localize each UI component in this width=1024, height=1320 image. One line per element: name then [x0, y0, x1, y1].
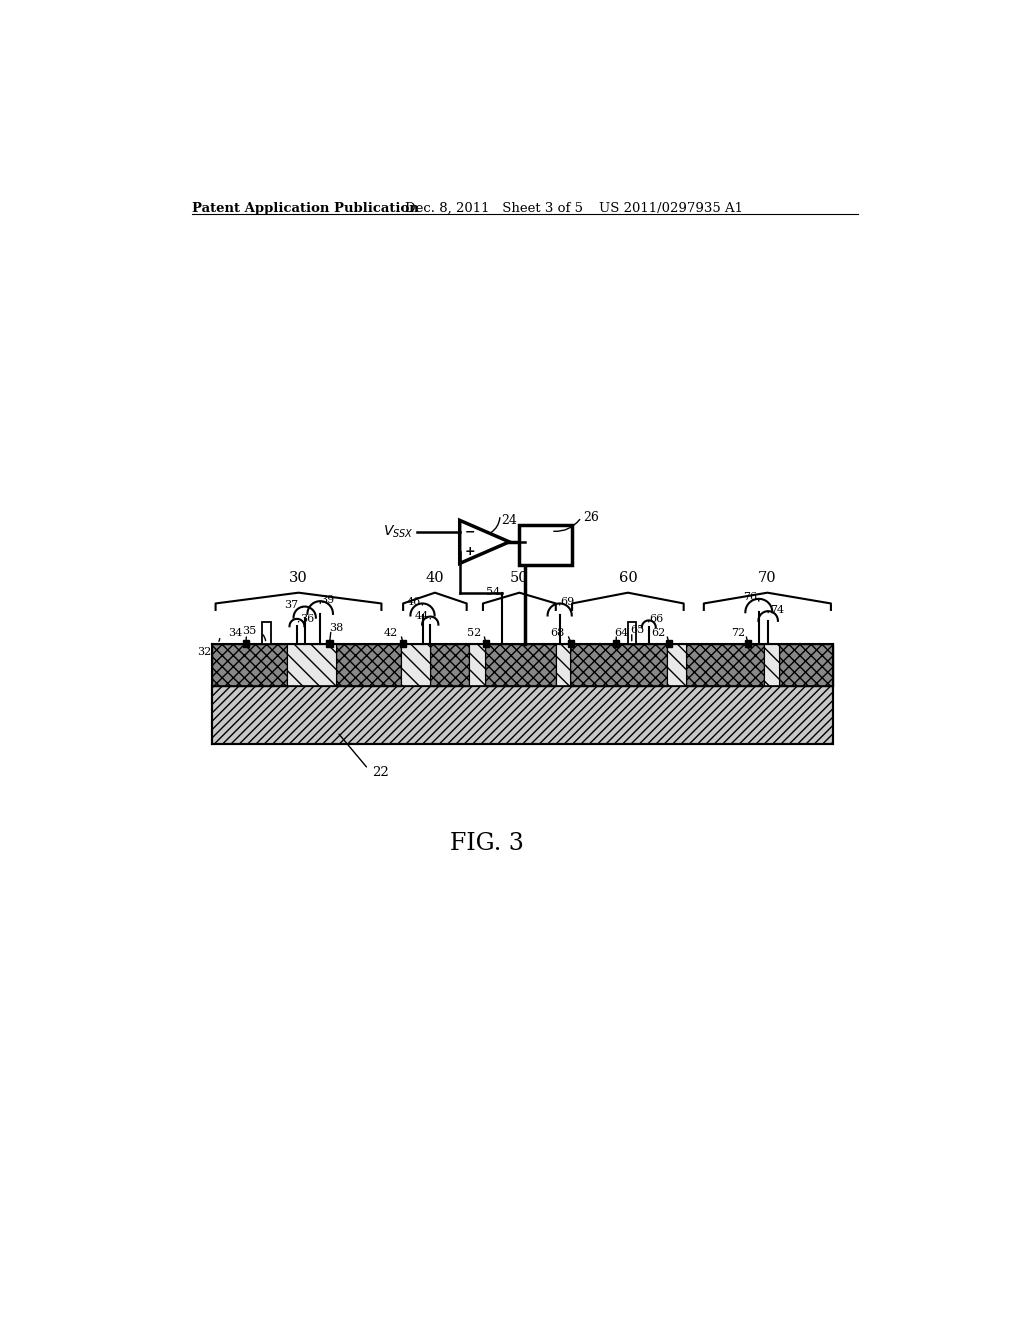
- Text: 32: 32: [198, 647, 212, 656]
- Bar: [519, 525, 572, 565]
- Text: 52: 52: [467, 628, 481, 638]
- Text: $V_{SSX}$: $V_{SSX}$: [383, 524, 414, 540]
- Text: 70: 70: [758, 572, 776, 585]
- Text: 62: 62: [651, 628, 665, 638]
- Polygon shape: [686, 644, 764, 686]
- Bar: [613, 640, 620, 647]
- Text: 26: 26: [583, 511, 599, 524]
- Text: 72: 72: [731, 628, 744, 638]
- Text: 39: 39: [321, 594, 335, 605]
- Text: 37: 37: [285, 601, 299, 610]
- Text: +: +: [465, 545, 476, 558]
- Text: 34: 34: [228, 628, 243, 638]
- Text: 50: 50: [510, 572, 528, 585]
- Text: 22: 22: [372, 767, 389, 779]
- Text: 68: 68: [550, 628, 564, 638]
- Polygon shape: [484, 644, 556, 686]
- Text: 66: 66: [649, 614, 664, 624]
- Bar: [243, 640, 249, 647]
- Polygon shape: [469, 644, 484, 686]
- Text: FIG. 3: FIG. 3: [451, 832, 524, 855]
- Text: −: −: [465, 525, 475, 539]
- Bar: [327, 640, 333, 647]
- Polygon shape: [569, 644, 667, 686]
- Text: 38: 38: [330, 623, 344, 634]
- Text: 60: 60: [618, 572, 637, 585]
- Text: 65: 65: [630, 626, 644, 635]
- Polygon shape: [430, 644, 469, 686]
- Polygon shape: [460, 520, 509, 564]
- Text: 74: 74: [770, 605, 783, 615]
- Polygon shape: [764, 644, 779, 686]
- Polygon shape: [556, 644, 569, 686]
- Text: 36: 36: [300, 614, 314, 624]
- Bar: [483, 640, 489, 647]
- Bar: [262, 622, 270, 644]
- Text: 46: 46: [407, 597, 421, 607]
- Polygon shape: [667, 644, 686, 686]
- Bar: [744, 640, 751, 647]
- Text: 54: 54: [485, 587, 500, 597]
- Bar: [628, 622, 636, 644]
- Text: 30: 30: [289, 572, 308, 585]
- Polygon shape: [212, 644, 287, 686]
- Text: 64: 64: [614, 628, 629, 638]
- Text: 42: 42: [383, 628, 397, 638]
- Polygon shape: [779, 644, 834, 686]
- Bar: [568, 640, 574, 647]
- Polygon shape: [400, 644, 430, 686]
- Text: 44: 44: [415, 611, 429, 620]
- Text: 35: 35: [243, 626, 257, 636]
- Text: US 2011/0297935 A1: US 2011/0297935 A1: [599, 202, 743, 215]
- Polygon shape: [287, 644, 336, 686]
- Text: 76: 76: [743, 593, 758, 602]
- Text: 69: 69: [560, 597, 574, 607]
- Text: 40: 40: [426, 572, 444, 585]
- Bar: [666, 640, 672, 647]
- Text: Dec. 8, 2011   Sheet 3 of 5: Dec. 8, 2011 Sheet 3 of 5: [406, 202, 584, 215]
- Text: 24: 24: [502, 515, 517, 527]
- Text: Patent Application Publication: Patent Application Publication: [191, 202, 418, 215]
- Polygon shape: [212, 686, 834, 743]
- Bar: [400, 640, 407, 647]
- Polygon shape: [336, 644, 400, 686]
